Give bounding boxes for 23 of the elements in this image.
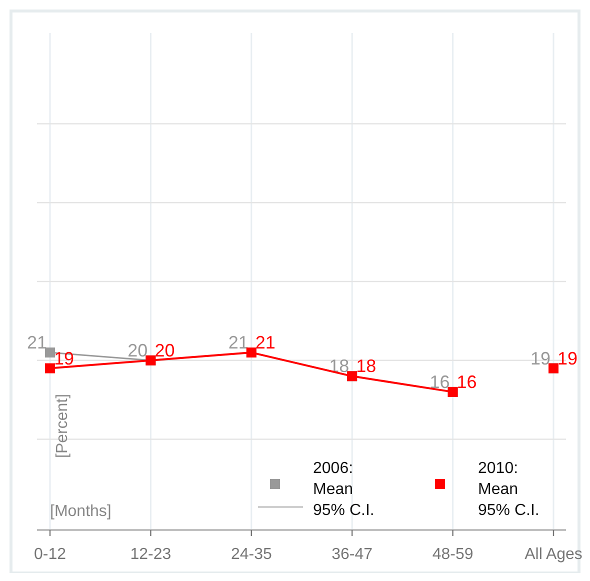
data-label: 16 [456,372,477,392]
x-tick-label: All Ages [524,546,582,563]
x-tick-label: 0-12 [34,546,66,563]
x-tick-label: 48-59 [432,546,474,563]
x-tick-label: 36-47 [332,546,373,563]
data-label: 19 [530,348,550,368]
data-label: 19 [54,348,74,368]
x-tick-label: 24-35 [230,546,272,563]
x-tick-label: 12-23 [130,546,172,563]
y-axis-title: [Percent] [54,394,71,458]
data-label: 21 [255,332,276,352]
x-axis-title: [Months] [50,503,112,520]
legend-label: 2006: Mean 95% C.I. [313,460,374,519]
data-label: 21 [228,332,248,352]
data-label: 20 [154,340,175,360]
data-label: 20 [128,340,148,360]
point [45,348,55,358]
data-label: 21 [26,332,47,352]
data-label: 18 [356,356,376,376]
data-label: 16 [430,372,450,392]
data-label: 19 [558,348,578,368]
point [45,363,55,374]
legend-label: 2010: Mean 95% C.I. [478,460,540,519]
